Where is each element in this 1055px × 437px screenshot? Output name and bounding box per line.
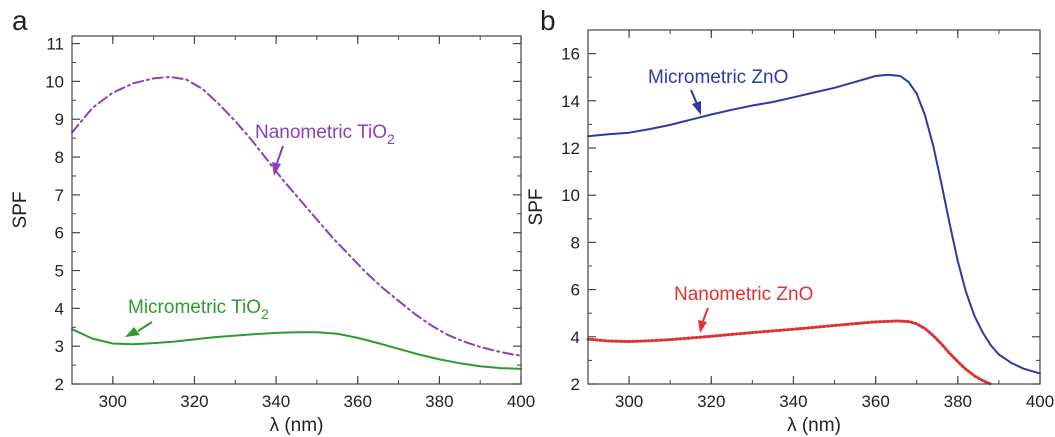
y-tick-label: 4 bbox=[55, 299, 64, 318]
y-tick-label: 2 bbox=[55, 375, 64, 394]
y-tick-label: 8 bbox=[571, 233, 580, 252]
arrow-nanometric-zno bbox=[702, 307, 709, 322]
x-tick-label: 400 bbox=[1026, 392, 1054, 411]
x-tick-label: 380 bbox=[425, 392, 453, 411]
y-tick-label: 10 bbox=[561, 186, 580, 205]
panel-a-x-axis-label: λ (nm) bbox=[270, 415, 324, 436]
panel-b-plot-frame bbox=[587, 29, 1041, 385]
panel-b-series bbox=[586, 73, 1041, 386]
x-tick-label: 380 bbox=[944, 392, 972, 411]
arrowhead-micrometric-tio2 bbox=[125, 327, 140, 337]
y-tick-label: 9 bbox=[55, 110, 64, 129]
y-tick-label: 14 bbox=[561, 92, 580, 111]
panel-a-ticks: 300 320 340 360 380 400 2 3 4 5 6 7 8 9 10 11 bbox=[45, 35, 535, 411]
panel-a-series bbox=[71, 75, 522, 370]
series-label-micrometric-tio2: Micrometric TiO2 bbox=[128, 297, 269, 322]
arrow-micrometric-tio2 bbox=[137, 321, 153, 332]
series-label-nanometric-tio2-sub: 2 bbox=[387, 131, 395, 147]
arrow-nanometric-tio2 bbox=[276, 145, 284, 164]
y-tick-label: 12 bbox=[561, 139, 580, 158]
x-tick-label: 320 bbox=[697, 392, 725, 411]
x-tick-label: 300 bbox=[99, 392, 127, 411]
x-tick-label: 360 bbox=[861, 392, 889, 411]
series-label-nanometric-tio2: Nanometric TiO2 bbox=[255, 122, 395, 147]
panel-b-ticks: 300 320 340 360 380 400 2 4 6 8 10 12 14 16 bbox=[561, 29, 1054, 411]
y-tick-label: 8 bbox=[55, 148, 64, 167]
series-label-nanometric-zno: Nanometric ZnO bbox=[674, 284, 813, 305]
y-tick-label: 16 bbox=[561, 45, 580, 64]
x-tick-label: 340 bbox=[779, 392, 807, 411]
series-line-nanometric-zno bbox=[586, 319, 993, 386]
x-tick-label: 320 bbox=[180, 392, 208, 411]
y-tick-label: 10 bbox=[45, 72, 64, 91]
panel-b-y-axis-label: SPF bbox=[526, 189, 547, 226]
arrowhead-nanometric-zno bbox=[698, 320, 707, 333]
panel-b-x-axis-label: λ (nm) bbox=[787, 415, 841, 436]
arrow-micrometric-zno bbox=[690, 89, 698, 105]
x-tick-label: 400 bbox=[507, 392, 535, 411]
arrowhead-nanometric-tio2 bbox=[272, 162, 281, 176]
y-tick-label: 2 bbox=[571, 375, 580, 394]
x-tick-label: 300 bbox=[615, 392, 643, 411]
y-tick-label: 6 bbox=[571, 281, 580, 300]
series-label-micrometric-tio2-main: Micrometric TiO bbox=[128, 297, 261, 318]
series-line-micrometric-tio2 bbox=[71, 328, 522, 370]
y-tick-label: 5 bbox=[55, 262, 64, 281]
panel-label-a: a bbox=[12, 5, 28, 36]
panel-a-y-axis-label: SPF bbox=[10, 192, 31, 229]
series-line-nanometric-tio2 bbox=[71, 75, 522, 357]
y-tick-label: 6 bbox=[55, 224, 64, 243]
y-tick-label: 11 bbox=[46, 35, 64, 54]
series-label-nanometric-tio2-main: Nanometric TiO bbox=[255, 122, 387, 143]
panel-a-plot-frame bbox=[71, 35, 522, 385]
panel-label-b: b bbox=[540, 5, 556, 36]
series-line-micrometric-zno bbox=[587, 73, 1041, 375]
arrowhead-micrometric-zno bbox=[692, 101, 701, 115]
series-label-micrometric-zno: Micrometric ZnO bbox=[648, 67, 788, 88]
x-tick-label: 360 bbox=[344, 392, 372, 411]
x-tick-label: 340 bbox=[262, 392, 290, 411]
series-label-micrometric-tio2-sub: 2 bbox=[261, 306, 269, 322]
y-tick-label: 3 bbox=[55, 337, 64, 356]
y-tick-label: 7 bbox=[55, 186, 64, 205]
y-tick-label: 4 bbox=[571, 328, 580, 347]
